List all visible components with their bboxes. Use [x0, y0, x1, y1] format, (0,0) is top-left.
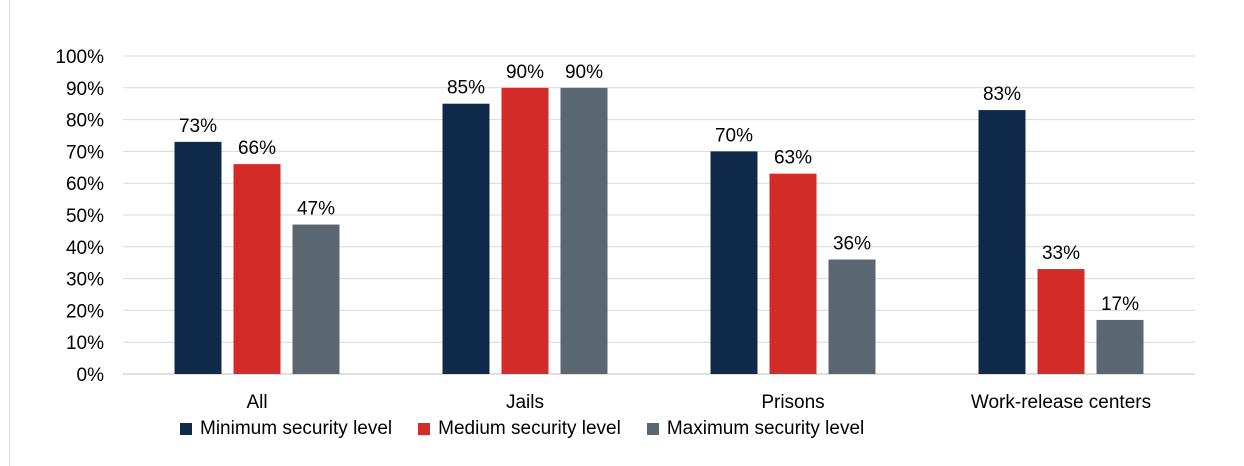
x-category-label: All: [246, 392, 267, 413]
y-tick-label: 60%: [66, 174, 104, 195]
y-tick-label: 40%: [66, 238, 104, 259]
frame-border: [9, 0, 10, 466]
x-category-label: Jails: [506, 392, 544, 413]
y-tick-label: 70%: [66, 142, 104, 163]
bar: [442, 103, 490, 374]
data-label: 63%: [774, 148, 812, 169]
bar: [501, 87, 549, 375]
y-tick-label: 20%: [66, 301, 104, 322]
data-label: 90%: [565, 62, 603, 83]
y-tick-label: 10%: [66, 333, 104, 354]
bar: [769, 173, 817, 374]
data-label: 70%: [715, 125, 753, 146]
data-label: 47%: [297, 199, 335, 220]
legend-label-medium: Medium security level: [438, 418, 621, 439]
legend-swatch-medium: [418, 423, 431, 435]
data-label: 17%: [1101, 294, 1139, 315]
x-category-label: Prisons: [761, 392, 824, 413]
y-tick-label: 30%: [66, 270, 104, 291]
y-tick-label: 50%: [66, 206, 104, 227]
bar: [710, 151, 758, 374]
bar: [233, 164, 281, 374]
data-label: 36%: [833, 234, 871, 255]
y-tick-label: 90%: [66, 79, 104, 100]
bar: [174, 141, 222, 374]
legend-label-minimum: Minimum security level: [200, 418, 393, 439]
data-label: 33%: [1042, 243, 1080, 264]
data-label: 83%: [983, 84, 1021, 105]
data-label: 73%: [179, 116, 217, 137]
data-label: 66%: [238, 138, 276, 159]
bar: [1037, 269, 1085, 374]
bar: [560, 87, 608, 375]
data-label: 85%: [447, 78, 485, 99]
bar: [978, 110, 1026, 374]
legend-item-medium: Medium security level: [418, 418, 621, 440]
legend-item-maximum: Maximum security level: [646, 418, 865, 440]
legend-label-maximum: Maximum security level: [666, 418, 865, 439]
legend-swatch-minimum: [180, 423, 192, 435]
data-label: 90%: [506, 62, 544, 83]
bar: [292, 224, 340, 374]
bar: [1096, 319, 1144, 374]
y-tick-label: 100%: [55, 47, 104, 68]
bar: [828, 259, 876, 374]
y-tick-label: 80%: [66, 111, 104, 132]
x-category-label: Work-release centers: [971, 392, 1151, 413]
legend-swatch-maximum: [646, 423, 659, 435]
y-tick-label: 0%: [77, 365, 105, 386]
legend-item-minimum: Minimum security level: [180, 418, 392, 440]
legend: Minimum security level Medium security l…: [180, 418, 864, 440]
